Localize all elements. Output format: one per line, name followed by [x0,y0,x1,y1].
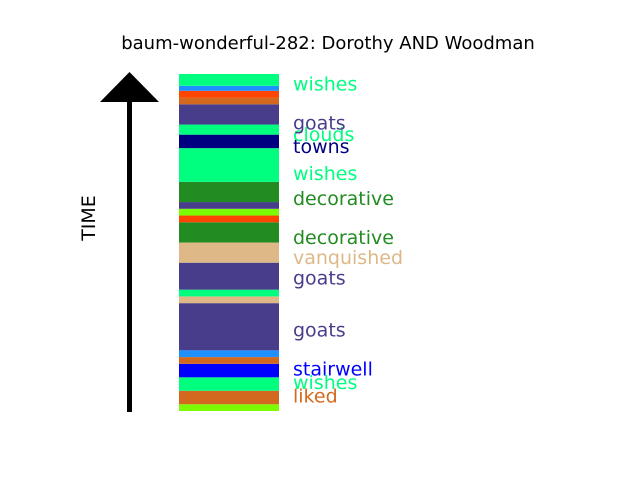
band-word-label: vanquished [293,247,403,269]
time-band [179,390,279,405]
time-band [179,296,279,304]
time-band [179,90,279,98]
band-word-label: liked [293,385,338,407]
time-axis-label: TIME [78,195,100,242]
time-band [179,357,279,364]
time-band [179,85,279,91]
time-band [179,404,279,411]
time-band [179,134,279,149]
word-labels: likedwishesstairwellgoatsgoatsvanquished… [293,74,403,408]
time-band [179,181,279,203]
band-word-label: wishes [293,74,357,96]
time-bands [179,74,279,411]
time-band [179,74,279,86]
band-word-label: goats [293,320,346,342]
time-band [179,262,279,290]
band-word-label: goats [293,112,346,134]
time-band [179,303,279,351]
time-band [179,363,279,378]
time-band [179,148,279,182]
band-word-label: decorative [293,227,394,249]
time-band [179,202,279,209]
time-band [179,215,279,223]
band-word-label: wishes [293,372,357,394]
band-word-label: stairwell [293,358,373,380]
time-band [179,377,279,391]
band-word-label: goats [293,267,346,289]
time-arrow-head [100,72,159,102]
time-band [179,124,279,135]
time-band [179,97,279,105]
time-band [179,208,279,216]
band-word-label: decorative [293,188,394,210]
chart-title: baum-wonderful-282: Dorothy AND Woodman [121,33,535,54]
band-word-label: clouds [293,124,354,146]
time-band [179,289,279,297]
time-band [179,242,279,263]
time-band [179,104,279,125]
band-word-label: towns [293,136,350,158]
time-band [179,222,279,243]
band-word-label: wishes [293,163,357,185]
time-band [179,350,279,358]
